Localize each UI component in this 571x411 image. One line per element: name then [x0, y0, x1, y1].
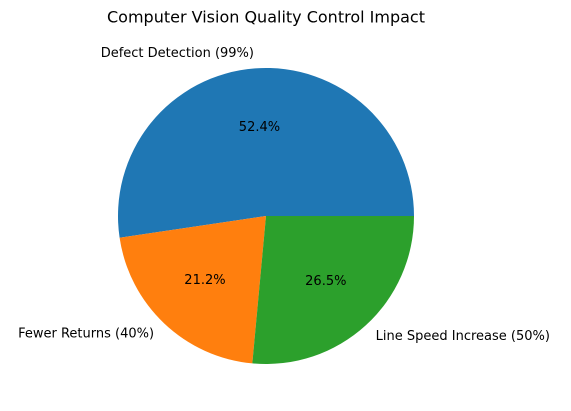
pie-wedge [252, 216, 414, 364]
pie-wedge [119, 216, 266, 364]
percent-label: 21.2% [184, 273, 225, 288]
chart-title: Computer Vision Quality Control Impact [107, 8, 425, 27]
wedge-label: Line Speed Increase (50%) [376, 329, 550, 344]
pie-wedge [118, 68, 415, 238]
wedge-label: Fewer Returns (40%) [18, 327, 154, 342]
wedge-label: Defect Detection (99%) [101, 46, 254, 61]
percent-label: 26.5% [305, 274, 346, 289]
percent-label: 52.4% [239, 120, 280, 135]
